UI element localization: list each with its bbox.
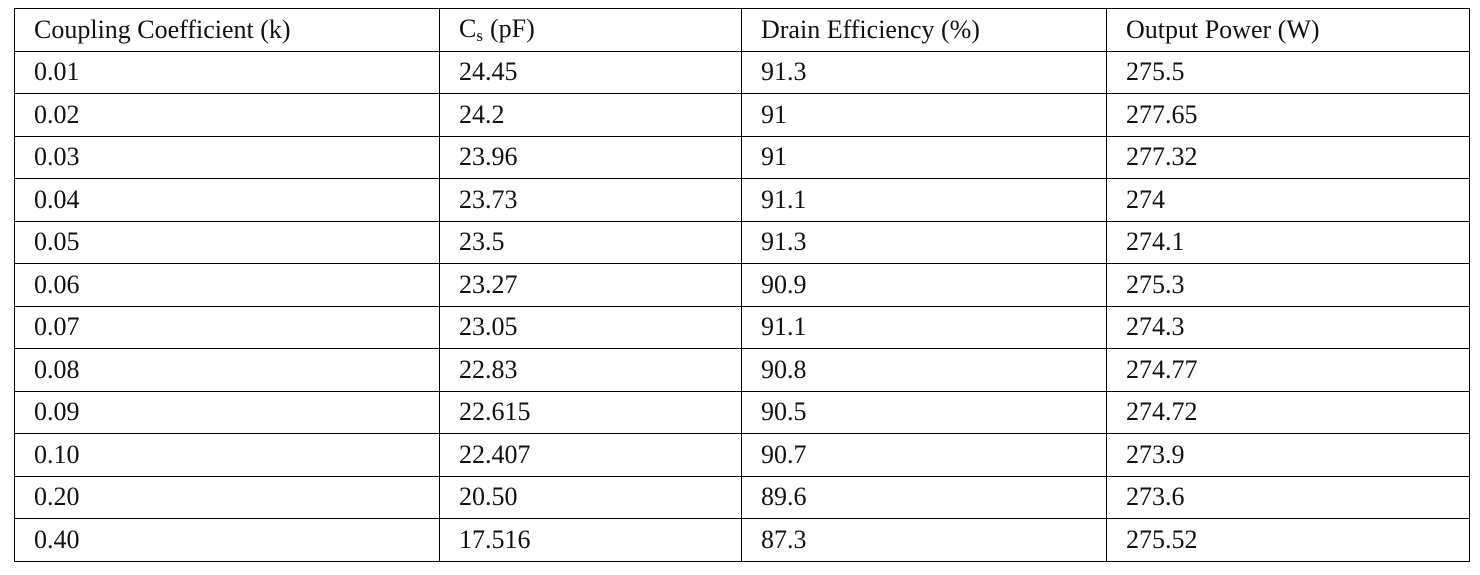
cell: 91.3	[741, 50, 1107, 94]
cell: 22.83	[439, 348, 742, 392]
cell: 22.407	[439, 433, 742, 477]
table-row: 0.02 24.2 91 277.65	[14, 93, 1470, 137]
table-row: 0.08 22.83 90.8 274.77	[14, 348, 1470, 392]
cell: 273.9	[1106, 433, 1470, 477]
cell: 0.04	[14, 178, 440, 222]
header-row: Coupling Coefficient (k) Cs (pF) Drain Effi…	[14, 8, 1470, 52]
cell: 277.32	[1106, 135, 1470, 179]
cell: 17.516	[439, 518, 742, 562]
cell: 0.06	[14, 263, 440, 307]
cell: 91.1	[741, 178, 1107, 222]
cell: 0.08	[14, 348, 440, 392]
cell: 274.3	[1106, 305, 1470, 349]
cell: 274.77	[1106, 348, 1470, 392]
cell: 90.7	[741, 433, 1107, 477]
table-row: 0.01 24.45 91.3 275.5	[14, 50, 1470, 94]
cell: 277.65	[1106, 93, 1470, 137]
cell: 91	[741, 135, 1107, 179]
cell: 0.40	[14, 518, 440, 562]
header-cell: Coupling Coefficient (k)	[14, 8, 440, 52]
cell: 274.72	[1106, 390, 1470, 434]
cell: 274	[1106, 178, 1470, 222]
cell: 275.5	[1106, 50, 1470, 94]
cell: 87.3	[741, 518, 1107, 562]
cell: 89.6	[741, 475, 1107, 519]
cell: 91	[741, 93, 1107, 137]
cell: 0.20	[14, 475, 440, 519]
table-row: 0.40 17.516 87.3 275.52	[14, 518, 1470, 562]
header-cell: Cs (pF)	[439, 8, 742, 52]
table-row: 0.20 20.50 89.6 273.6	[14, 475, 1470, 519]
subscript: s	[476, 25, 483, 45]
cell: 91.1	[741, 305, 1107, 349]
cell: 24.45	[439, 50, 742, 94]
cell: 275.3	[1106, 263, 1470, 307]
table-row: 0.09 22.615 90.5 274.72	[14, 390, 1470, 434]
cell: 23.27	[439, 263, 742, 307]
cell: 0.10	[14, 433, 440, 477]
cell: 0.01	[14, 50, 440, 94]
cell: 20.50	[439, 475, 742, 519]
table-row: 0.03 23.96 91 277.32	[14, 135, 1470, 179]
cell: 90.8	[741, 348, 1107, 392]
cell: 273.6	[1106, 475, 1470, 519]
cell: 23.05	[439, 305, 742, 349]
cell: 0.05	[14, 220, 440, 264]
cell: 91.3	[741, 220, 1107, 264]
table-row: 0.06 23.27 90.9 275.3	[14, 263, 1470, 307]
cell: 0.02	[14, 93, 440, 137]
cell: 275.52	[1106, 518, 1470, 562]
cell: 0.09	[14, 390, 440, 434]
cell: 23.5	[439, 220, 742, 264]
table-row: 0.10 22.407 90.7 273.9	[14, 433, 1470, 477]
table-body: Coupling Coefficient (k) Cs (pF) Drain Effi…	[14, 8, 1470, 562]
table-row: 0.04 23.73 91.1 274	[14, 178, 1470, 222]
cell: 24.2	[439, 93, 742, 137]
cell: 0.07	[14, 305, 440, 349]
cell: 23.96	[439, 135, 742, 179]
data-table: Coupling Coefficient (k) Cs (pF) Drain Effi…	[14, 8, 1470, 562]
unit: (pF)	[489, 13, 535, 43]
symbol: C	[459, 13, 477, 43]
table-row: 0.07 23.05 91.1 274.3	[14, 305, 1470, 349]
cell: 22.615	[439, 390, 742, 434]
cell: 90.9	[741, 263, 1107, 307]
header-cell: Output Power (W)	[1106, 8, 1470, 52]
header-cell: Drain Efficiency (%)	[741, 8, 1107, 52]
cell: 274.1	[1106, 220, 1470, 264]
cell: 90.5	[741, 390, 1107, 434]
cell: 23.73	[439, 178, 742, 222]
table-row: 0.05 23.5 91.3 274.1	[14, 220, 1470, 264]
cell: 0.03	[14, 135, 440, 179]
